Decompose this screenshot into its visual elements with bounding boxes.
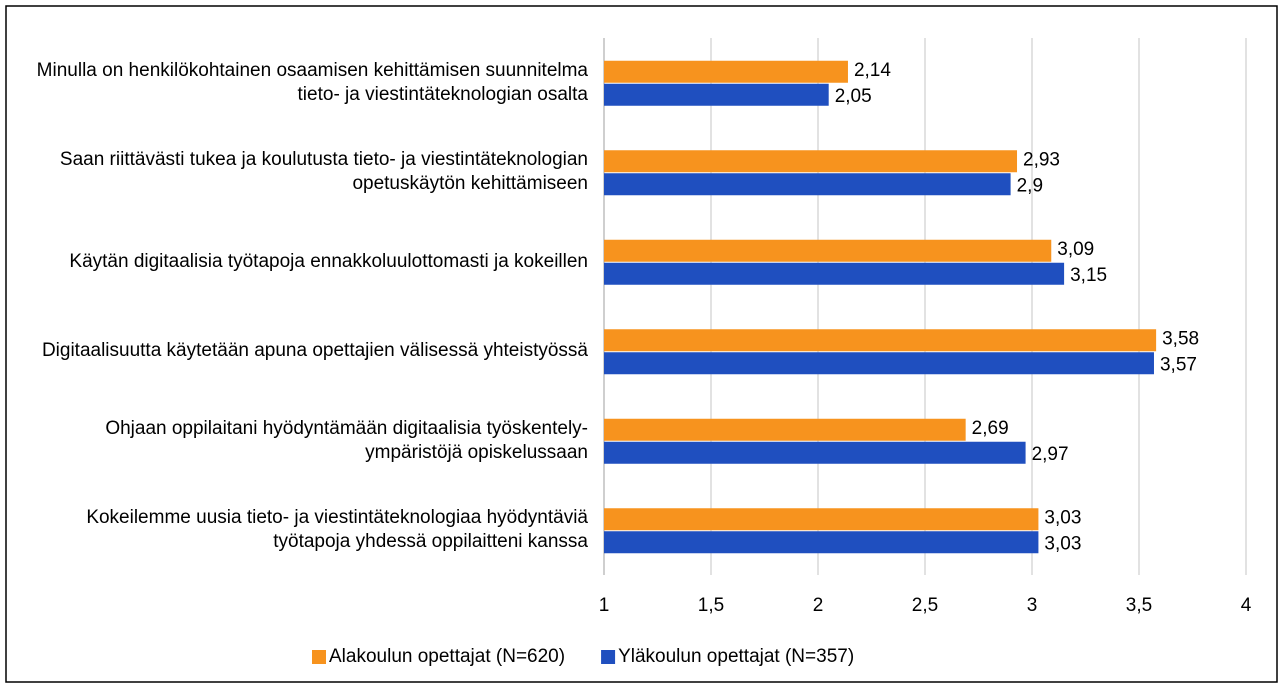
value-label: 3,15 [1070,265,1107,286]
value-label: 2,93 [1023,149,1060,170]
x-tick-label: 3,5 [1126,595,1152,616]
value-label: 3,09 [1057,239,1094,260]
value-label: 3,03 [1044,507,1081,528]
x-tick-label: 3 [1027,595,1038,616]
x-tick-label: 1 [599,595,610,616]
bar [604,150,1018,173]
value-label: 2,14 [854,60,891,81]
category-label: Ohjaan oppilaitani hyödyntämään digitaal… [105,417,588,463]
value-label: 2,69 [972,418,1009,439]
bar [604,173,1011,196]
legend-label: Alakoulun opettajat (N=620) [329,646,565,667]
legend-label: Yläkoulun opettajat (N=357) [618,646,854,667]
value-label: 3,03 [1044,533,1081,554]
bar [604,418,966,441]
bar [604,60,848,83]
legend-swatch [312,650,326,664]
category-label: Kokeilemme uusia tieto- ja viestintätekn… [86,507,588,553]
x-tick-label: 2,5 [912,595,938,616]
bar [604,262,1065,285]
bar [604,329,1157,352]
legend-swatch [601,650,616,664]
value-label: 2,9 [1017,175,1043,196]
category-label: Minulla on henkilökohtainen osaamisen ke… [36,59,588,105]
category-label: Käytän digitaalisia työtapoja ennakkoluu… [69,250,588,272]
value-label: 3,58 [1162,328,1199,349]
bar [604,531,1039,554]
category-label: Saan riittävästi tukea ja koulutusta tie… [59,149,588,195]
category-label: Digitaalisuutta käytetään apuna opettaji… [41,340,588,362]
bar [604,508,1039,531]
value-label: 3,57 [1160,354,1197,375]
bar [604,239,1052,262]
bar [604,441,1026,464]
x-tick-label: 4 [1241,595,1252,616]
bar [604,83,829,106]
chart-border [5,5,1278,683]
x-tick-label: 1,5 [698,595,724,616]
x-tick-label: 2 [813,595,824,616]
value-label: 2,05 [835,86,872,107]
bar [604,352,1154,375]
value-label: 2,97 [1032,444,1069,465]
